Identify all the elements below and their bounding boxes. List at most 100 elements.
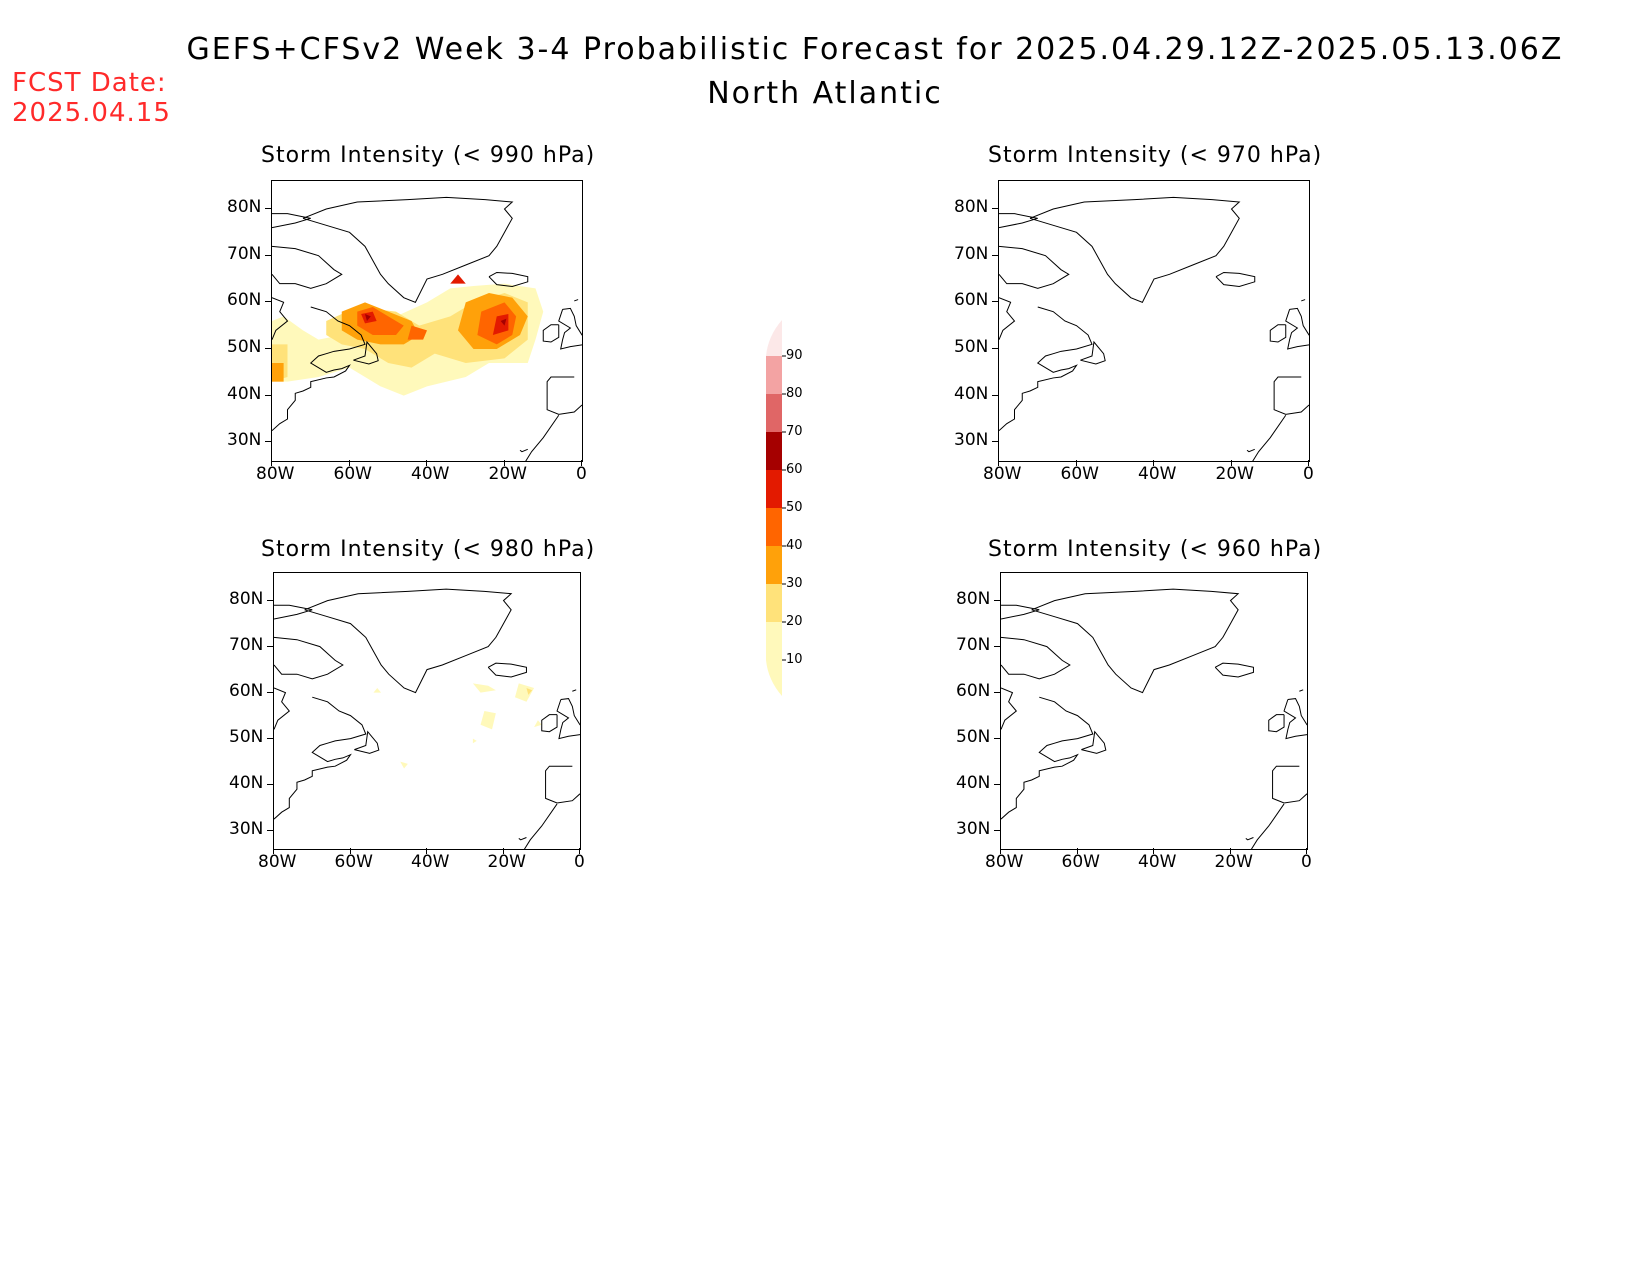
coastline: [274, 687, 291, 730]
lon-tick: [1000, 848, 1001, 854]
colorbar-upper-end: [766, 320, 782, 356]
lat-label: 50N: [956, 726, 991, 747]
lon-label: 0: [1301, 852, 1312, 872]
lon-label: 20W: [487, 852, 526, 872]
lat-tick: [267, 829, 273, 831]
lat-tick: [267, 783, 273, 785]
coastline: [1001, 604, 1040, 620]
coastline: [999, 306, 1093, 432]
colorbar-label: 50: [786, 500, 803, 515]
coastline: [274, 696, 367, 820]
lat-label: 50N: [227, 337, 262, 357]
lon-tick: [1153, 460, 1154, 466]
probability-shade: [492, 314, 509, 335]
coastline: [1080, 340, 1106, 365]
lon-tick: [503, 460, 505, 466]
lon-tick: [273, 848, 274, 854]
colorbar-lower-end: [766, 660, 782, 696]
colorbar-label: 40: [786, 538, 803, 553]
coastline: [1081, 730, 1107, 754]
coastline: [272, 306, 366, 432]
colorbar-label: 20: [786, 614, 803, 629]
lon-label: 40W: [1138, 464, 1177, 484]
coastline: [1250, 803, 1285, 849]
lon-label: 20W: [1214, 852, 1253, 872]
coastline: [487, 662, 527, 678]
lat-tick: [994, 783, 1000, 785]
colorbar-segment: [766, 394, 782, 432]
lon-tick: [502, 848, 504, 854]
lon-tick: [426, 848, 427, 854]
lat-tick: [994, 645, 1000, 647]
coastline: [519, 448, 528, 453]
lat-label: 40N: [956, 772, 991, 793]
lat-label: 40N: [954, 383, 989, 404]
map-panel-990: [271, 180, 583, 462]
lon-tick: [348, 460, 350, 466]
coastline: [1301, 299, 1306, 302]
lat-label: 80N: [954, 197, 989, 217]
lon-label: 80W: [258, 852, 297, 872]
coastline: [304, 588, 513, 694]
lat-label: 50N: [229, 726, 264, 747]
coastline: [1001, 696, 1094, 820]
coastline: [1268, 714, 1285, 733]
lon-tick: [579, 848, 580, 854]
lon-tick: [998, 460, 999, 466]
lon-tick: [1153, 848, 1154, 854]
lat-label: 60N: [229, 680, 264, 701]
lat-tick: [265, 441, 271, 443]
panel-title-970: Storm Intensity (< 970 hPa): [988, 143, 1323, 168]
coastline: [488, 271, 529, 287]
probability-shade: [534, 720, 542, 728]
map-panel-970: [998, 180, 1310, 462]
colorbar-label: 80: [786, 386, 803, 401]
lat-label: 30N: [954, 430, 989, 451]
main-title: GEFS+CFSv2 Week 3-4 Probabilistic Foreca…: [186, 32, 1564, 67]
lon-label: 40W: [411, 852, 450, 872]
coastline: [999, 213, 1038, 229]
probability-shade: [400, 761, 408, 769]
map-canvas: [274, 588, 580, 849]
coastline: [541, 714, 558, 733]
lon-label: 40W: [1138, 852, 1177, 872]
probability-shade: [365, 314, 371, 321]
coastline: [1272, 765, 1307, 804]
lat-label: 80N: [227, 197, 262, 217]
lat-tick: [992, 254, 998, 256]
map-canvas: [1001, 588, 1307, 849]
lat-tick: [994, 691, 1000, 693]
coastline: [1215, 271, 1256, 287]
colorbar-segment: [766, 508, 782, 546]
coastline: [1273, 376, 1309, 415]
coastline: [272, 245, 343, 289]
coastline: [999, 297, 1016, 340]
lat-label: 70N: [227, 243, 262, 264]
lat-tick: [267, 645, 273, 647]
lon-tick: [1306, 848, 1307, 854]
probability-shade: [500, 318, 507, 326]
probability-shade: [373, 688, 382, 693]
lon-tick: [426, 460, 427, 466]
lon-label: 20W: [1215, 464, 1254, 484]
coastline: [272, 213, 311, 229]
lat-tick: [265, 208, 271, 209]
lat-tick: [265, 394, 271, 396]
colorbar-segment: [766, 470, 782, 508]
lon-tick: [1308, 460, 1309, 466]
coastline: [572, 689, 577, 692]
coastline: [272, 297, 289, 340]
map-panel-980: [273, 572, 581, 850]
coastline: [1252, 414, 1287, 461]
lat-tick: [267, 737, 273, 739]
map-canvas: [999, 196, 1309, 461]
lon-tick: [1230, 460, 1232, 466]
colorbar-segment: [766, 356, 782, 394]
coastline: [1029, 196, 1241, 303]
coastline: [1285, 307, 1309, 350]
panel-title-990: Storm Intensity (< 990 hPa): [261, 143, 596, 168]
coastline: [1299, 689, 1304, 692]
lat-label: 80N: [229, 588, 264, 609]
coastline: [1001, 687, 1018, 730]
coastline: [574, 299, 579, 302]
